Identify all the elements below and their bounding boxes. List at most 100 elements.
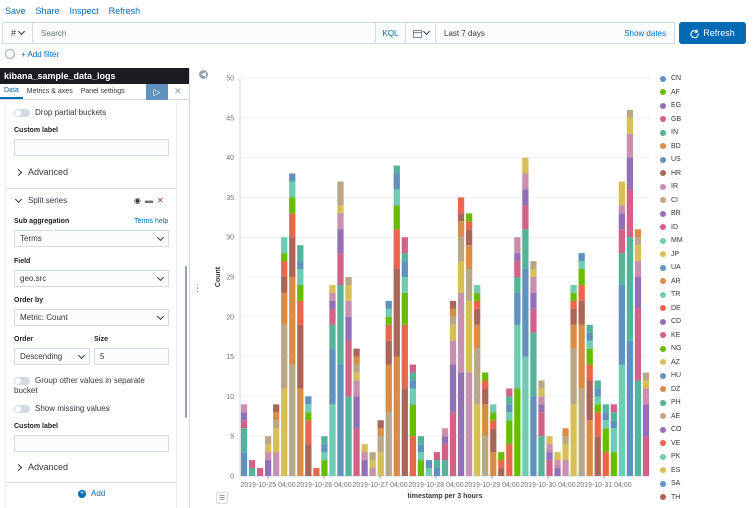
bar-segment[interactable] <box>337 284 344 365</box>
legend-item[interactable]: PK <box>660 450 710 464</box>
bar-segment[interactable] <box>393 205 400 230</box>
bar-segment[interactable] <box>297 388 304 476</box>
bar-segment[interactable] <box>506 388 513 397</box>
bar-segment[interactable] <box>465 372 473 476</box>
bar-segment[interactable] <box>506 412 513 421</box>
bar-segment[interactable] <box>570 348 577 405</box>
bar-segment[interactable] <box>281 261 288 277</box>
bar-segment[interactable] <box>265 436 272 445</box>
bar-segment[interactable] <box>353 356 360 365</box>
bar-segment[interactable] <box>562 444 569 461</box>
bar-segment[interactable] <box>297 269 304 285</box>
bar-segment[interactable] <box>522 189 529 206</box>
bar-segment[interactable] <box>570 300 577 309</box>
bar-segment[interactable] <box>626 133 634 158</box>
bar-segment[interactable] <box>441 444 449 461</box>
bar-segment[interactable] <box>498 460 505 469</box>
bar-segment[interactable] <box>465 300 473 373</box>
bar-segment[interactable] <box>506 404 513 413</box>
bar-segment[interactable] <box>586 364 593 381</box>
bar-segment[interactable] <box>385 316 392 325</box>
bar-segment[interactable] <box>393 173 400 190</box>
bar-segment[interactable] <box>578 300 585 325</box>
custom-label-input[interactable] <box>14 139 169 156</box>
bar-segment[interactable] <box>578 284 585 301</box>
bar-segment[interactable] <box>626 237 634 341</box>
bar-segment[interactable] <box>578 269 585 285</box>
save-menu-item[interactable]: Save <box>5 6 26 16</box>
advanced-2-toggle[interactable]: Advanced <box>14 462 68 472</box>
legend-item[interactable]: CN <box>660 72 710 86</box>
bar-segment[interactable] <box>313 468 320 476</box>
legend-item[interactable]: US <box>660 153 710 167</box>
bar-segment[interactable] <box>570 284 577 293</box>
bar-segment[interactable] <box>240 452 248 476</box>
bar-segment[interactable] <box>449 412 457 476</box>
bar-segment[interactable] <box>425 468 433 476</box>
bar-segment[interactable] <box>321 436 328 445</box>
legend-item[interactable]: DE <box>660 302 710 316</box>
bar-segment[interactable] <box>482 388 489 405</box>
bar-segment[interactable] <box>385 300 392 309</box>
advanced-toggle[interactable]: Advanced <box>14 167 68 177</box>
bar-segment[interactable] <box>417 436 425 445</box>
bar-segment[interactable] <box>490 452 497 476</box>
bar-segment[interactable] <box>377 420 384 429</box>
bar-segment[interactable] <box>457 237 465 262</box>
bar-segment[interactable] <box>449 324 457 341</box>
bar-segment[interactable] <box>329 308 336 325</box>
bar-segment[interactable] <box>490 420 497 429</box>
bar-segment[interactable] <box>337 205 344 214</box>
bar-segment[interactable] <box>433 460 441 469</box>
bar-segment[interactable] <box>409 388 416 405</box>
bar-segment[interactable] <box>425 460 433 469</box>
bar-segment[interactable] <box>474 292 481 301</box>
inspect-menu-item[interactable]: Inspect <box>69 6 99 16</box>
bar-segment[interactable] <box>297 245 304 262</box>
bar-segment[interactable] <box>482 436 489 476</box>
bar-segment[interactable] <box>337 253 344 285</box>
bar-segment[interactable] <box>393 189 400 206</box>
bar-segment[interactable] <box>602 420 609 429</box>
bar-segment[interactable] <box>474 348 481 405</box>
legend-toggle-icon[interactable]: ☰ <box>216 492 228 504</box>
legend-item[interactable]: NG <box>660 342 710 356</box>
bar-segment[interactable] <box>618 229 625 254</box>
bar-segment[interactable] <box>465 245 473 270</box>
bar-segment[interactable] <box>490 404 497 413</box>
bar-segment[interactable] <box>401 388 408 476</box>
size-input[interactable]: 5 <box>94 348 169 365</box>
tab-data[interactable]: Data <box>0 84 23 99</box>
bar-segment[interactable] <box>457 197 465 214</box>
bar-segment[interactable] <box>546 444 553 453</box>
bar-segment[interactable] <box>321 452 328 461</box>
legend-item[interactable]: BD <box>660 140 710 154</box>
bar-segment[interactable] <box>514 261 521 277</box>
bar-segment[interactable] <box>514 237 521 254</box>
bar-segment[interactable] <box>626 117 634 134</box>
drop-partial-buckets-toggle[interactable] <box>14 109 30 117</box>
bar-segment[interactable] <box>240 412 248 421</box>
bar-segment[interactable] <box>281 388 288 476</box>
legend-item[interactable]: EG <box>660 99 710 113</box>
legend-item[interactable]: VE <box>660 437 710 451</box>
bar-segment[interactable] <box>345 316 352 341</box>
bar-segment[interactable] <box>409 404 416 437</box>
bar-segment[interactable] <box>634 308 642 381</box>
bar-segment[interactable] <box>538 380 545 389</box>
bar-segment[interactable] <box>441 460 449 476</box>
bar-segment[interactable] <box>554 468 561 476</box>
bar-segment[interactable] <box>353 372 360 381</box>
bar-segment[interactable] <box>530 396 537 476</box>
legend-item[interactable]: AE <box>660 410 710 424</box>
bar-segment[interactable] <box>393 356 400 476</box>
bar-segment[interactable] <box>634 237 642 246</box>
bar-segment[interactable] <box>329 284 336 293</box>
legend-item[interactable]: ES <box>660 464 710 478</box>
bar-segment[interactable] <box>538 436 545 476</box>
bar-segment[interactable] <box>570 324 577 349</box>
eye-icon[interactable]: ◉ <box>134 196 141 205</box>
bar-segment[interactable] <box>457 372 465 476</box>
bar-segment[interactable] <box>393 229 400 270</box>
legend-item[interactable]: AZ <box>660 356 710 370</box>
